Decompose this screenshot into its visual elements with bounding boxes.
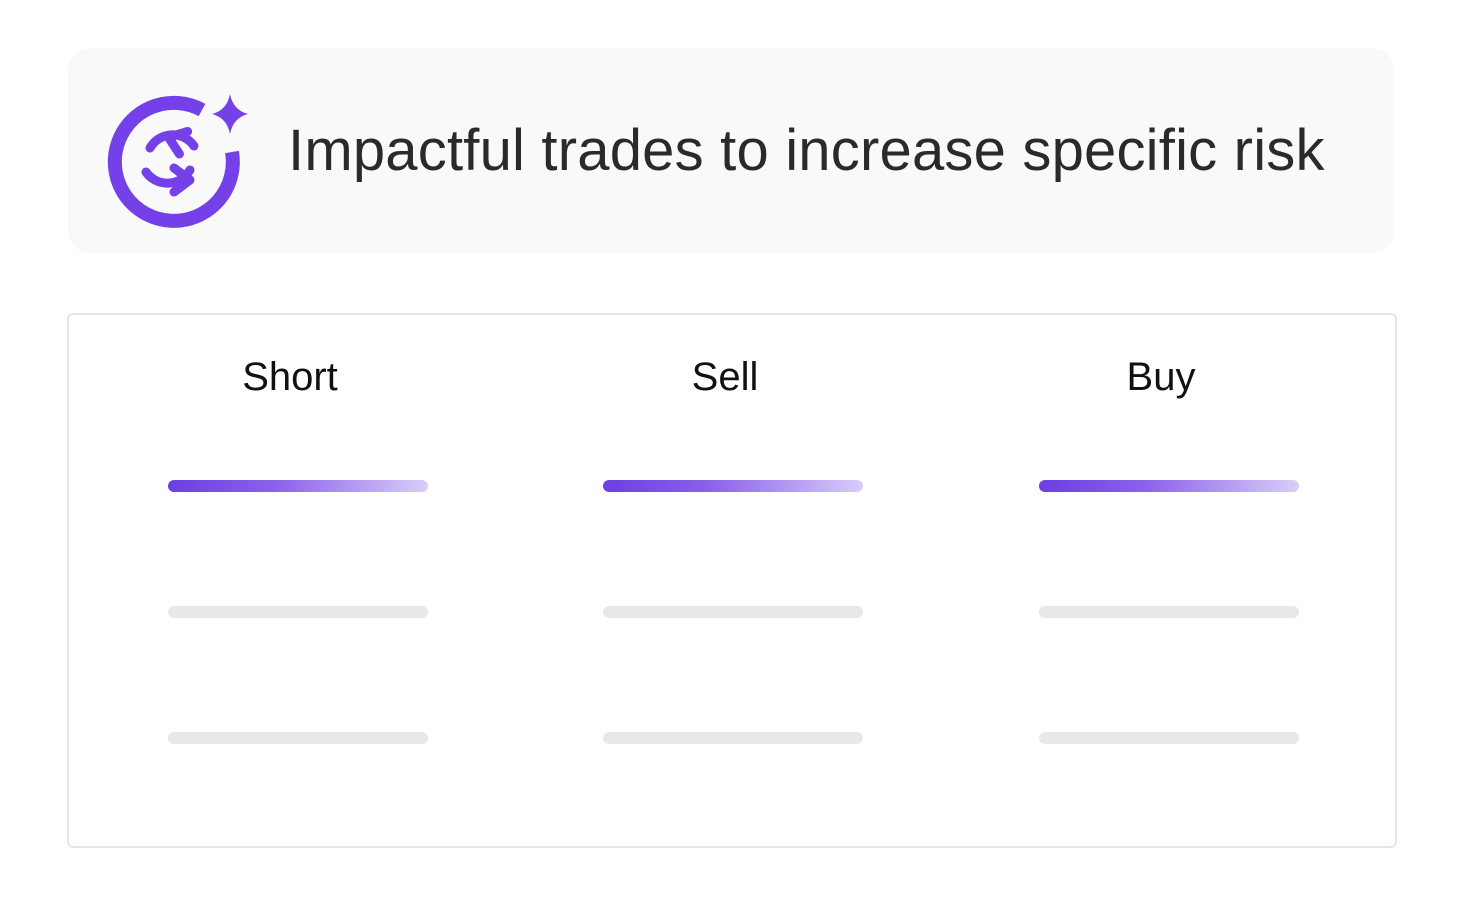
active-bar-short [168,480,428,492]
active-bar-buy [1039,480,1299,492]
trades-panel: Short Sell Buy [67,313,1397,848]
placeholder-bar [1039,732,1299,744]
column-label-buy: Buy [1126,355,1196,399]
column-buy: Buy [1039,315,1299,846]
sparkle-sync-icon [107,94,248,228]
column-short: Short [168,315,428,846]
active-bar-sell [603,480,863,492]
page-title: Impactful trades to increase specific ri… [288,118,1325,183]
column-sell: Sell [603,315,863,846]
column-label-sell: Sell [691,355,759,399]
column-label-short: Short [242,355,338,399]
placeholder-bar [168,606,428,618]
placeholder-bar [603,732,863,744]
placeholder-bar [168,732,428,744]
header-card: Impactful trades to increase specific ri… [68,48,1394,253]
placeholder-bar [1039,606,1299,618]
placeholder-bar [603,606,863,618]
